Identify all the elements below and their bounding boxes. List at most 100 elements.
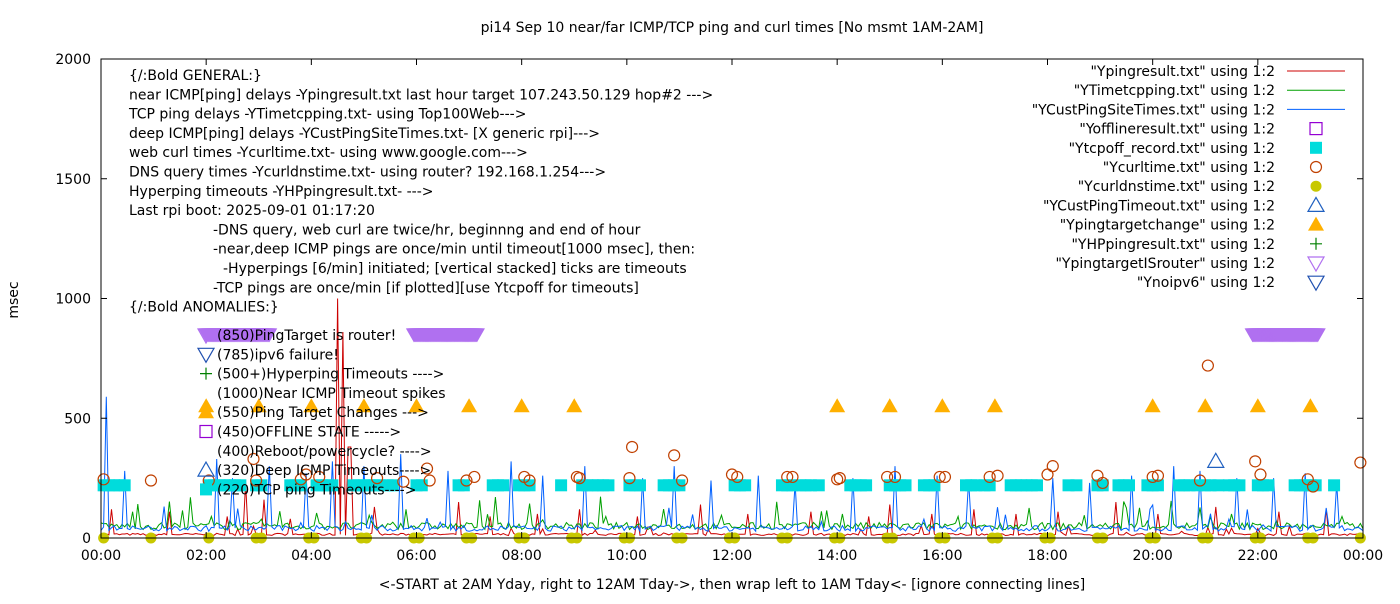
data-point xyxy=(513,398,530,413)
anomaly-label: (400)Reboot/powercycle? ----> xyxy=(217,444,432,460)
legend-label: "YCustPingSiteTimes.txt" using 1:2 xyxy=(1032,102,1275,118)
x-tick-label: 20:00 xyxy=(1132,548,1172,564)
data-point xyxy=(523,479,536,492)
x-tick-label: 04:00 xyxy=(291,548,331,564)
anomaly-marker xyxy=(200,483,212,496)
annotation-line: deep ICMP[ping] delays -YCustPingSiteTim… xyxy=(129,126,600,142)
y-tick-label: 500 xyxy=(64,411,91,427)
data-point xyxy=(675,474,689,487)
legend-label: "Ypingtargetchange" using 1:2 xyxy=(1060,218,1275,234)
series-8 xyxy=(198,398,1319,413)
data-point xyxy=(1354,456,1367,469)
anomaly-label: (785)ipv6 failure! xyxy=(217,347,339,363)
anomaly-label: (550)Ping Target Changes ---> xyxy=(217,405,429,421)
legend-marker xyxy=(1309,121,1323,136)
legend: "Ypingresult.txt" using 1:2 "YTimetcpping… xyxy=(1032,64,1345,292)
data-point xyxy=(934,398,951,413)
data-point xyxy=(1046,460,1059,473)
data-point xyxy=(1123,479,1136,492)
legend-label: "Ycurldnstime.txt" using 1:2 xyxy=(1078,179,1275,195)
x-tick-label: 22:00 xyxy=(1238,548,1278,564)
data-point xyxy=(602,479,615,492)
data-point xyxy=(1096,479,1109,492)
data-point xyxy=(566,398,583,413)
legend-label: "Ytcpoff_record.txt" using 1:2 xyxy=(1069,141,1275,157)
anomaly-label: (850)PingTarget is router! xyxy=(217,328,396,344)
anomaly-marker xyxy=(198,404,214,419)
data-point xyxy=(986,398,1003,413)
data-point xyxy=(1302,398,1319,413)
data-point xyxy=(731,470,744,484)
annotation-line: Hyperping timeouts -YHPpingresult.txt- -… xyxy=(129,184,434,200)
data-point xyxy=(461,398,478,413)
anomaly-marker xyxy=(196,347,216,364)
data-point xyxy=(1249,455,1262,468)
data-point xyxy=(247,452,260,466)
data-point xyxy=(983,479,996,492)
legend-label: "Ypingresult.txt" using 1:2 xyxy=(1090,64,1275,80)
legend-marker xyxy=(1310,237,1322,250)
annotation-line: DNS query times -Ycurldnstime.txt- using… xyxy=(129,165,606,181)
data-point xyxy=(625,440,639,454)
series-5 xyxy=(97,359,1367,493)
x-tick-label: 10:00 xyxy=(607,548,647,564)
annotations: {/:Bold GENERAL:} near ICMP[ping] delays … xyxy=(128,68,713,498)
data-point xyxy=(888,470,902,484)
anomaly-label: (220)TCP ping Timeouts----> xyxy=(217,482,416,498)
data-point xyxy=(1146,470,1159,484)
data-point xyxy=(1197,398,1214,413)
data-point xyxy=(313,470,326,484)
data-point xyxy=(633,479,646,492)
data-point xyxy=(1212,479,1225,492)
x-tick-label: 12:00 xyxy=(712,548,752,564)
annotation-line: -DNS query, web curl are twice/hr, begin… xyxy=(213,222,641,238)
legend-marker xyxy=(1306,256,1326,273)
data-point xyxy=(739,479,752,492)
data-point xyxy=(725,468,739,481)
data-point xyxy=(1201,359,1214,372)
anomaly-label: (1000)Near ICMP Timeout spikes xyxy=(217,386,446,402)
data-point xyxy=(1096,476,1109,490)
legend-marker xyxy=(1308,216,1324,231)
data-point xyxy=(250,474,263,487)
data-point xyxy=(933,470,946,484)
data-point xyxy=(299,468,313,481)
legend-label: "YpingtargetISrouter" using 1:2 xyxy=(1055,256,1275,272)
data-point xyxy=(555,479,568,492)
legend-label: "Ynoipv6" using 1:2 xyxy=(1137,275,1275,291)
y-axis-label: msec xyxy=(6,281,22,318)
x-tick-label: 18:00 xyxy=(1027,548,1067,564)
data-point xyxy=(261,328,278,343)
data-point xyxy=(829,398,846,413)
annotation-line: {/:Bold ANOMALIES:} xyxy=(129,300,279,316)
annotation-line: TCP ping delays -YTimetcpping.txt- using… xyxy=(128,107,526,123)
data-point xyxy=(97,473,110,486)
data-point xyxy=(468,328,485,343)
series-line xyxy=(100,396,1364,534)
y-tick-label: 0 xyxy=(82,531,91,547)
annotation-line: -near,deep ICMP pings are once/min until… xyxy=(213,242,695,258)
data-point xyxy=(255,479,268,492)
data-point xyxy=(812,479,825,492)
data-point xyxy=(1306,480,1320,493)
data-point xyxy=(1193,474,1207,487)
data-point xyxy=(144,474,158,487)
data-point xyxy=(386,479,399,492)
x-tick-label: 02:00 xyxy=(186,548,226,564)
legend-marker xyxy=(1310,180,1322,192)
data-point xyxy=(860,479,873,492)
data-point xyxy=(1070,479,1083,492)
anomaly-marker xyxy=(196,328,216,345)
data-point xyxy=(1041,468,1054,481)
data-point xyxy=(786,470,799,484)
series-10 xyxy=(198,328,1326,343)
legend-label: "YCustPingTimeout.txt" using 1:2 xyxy=(1043,198,1275,214)
data-point xyxy=(355,398,372,413)
x-tick-label: 06:00 xyxy=(396,548,436,564)
legend-marker xyxy=(1306,275,1326,292)
data-point xyxy=(1144,398,1161,413)
anomaly-marker xyxy=(199,424,213,439)
data-point xyxy=(833,472,846,485)
data-point xyxy=(1328,479,1341,492)
data-point xyxy=(523,474,536,487)
